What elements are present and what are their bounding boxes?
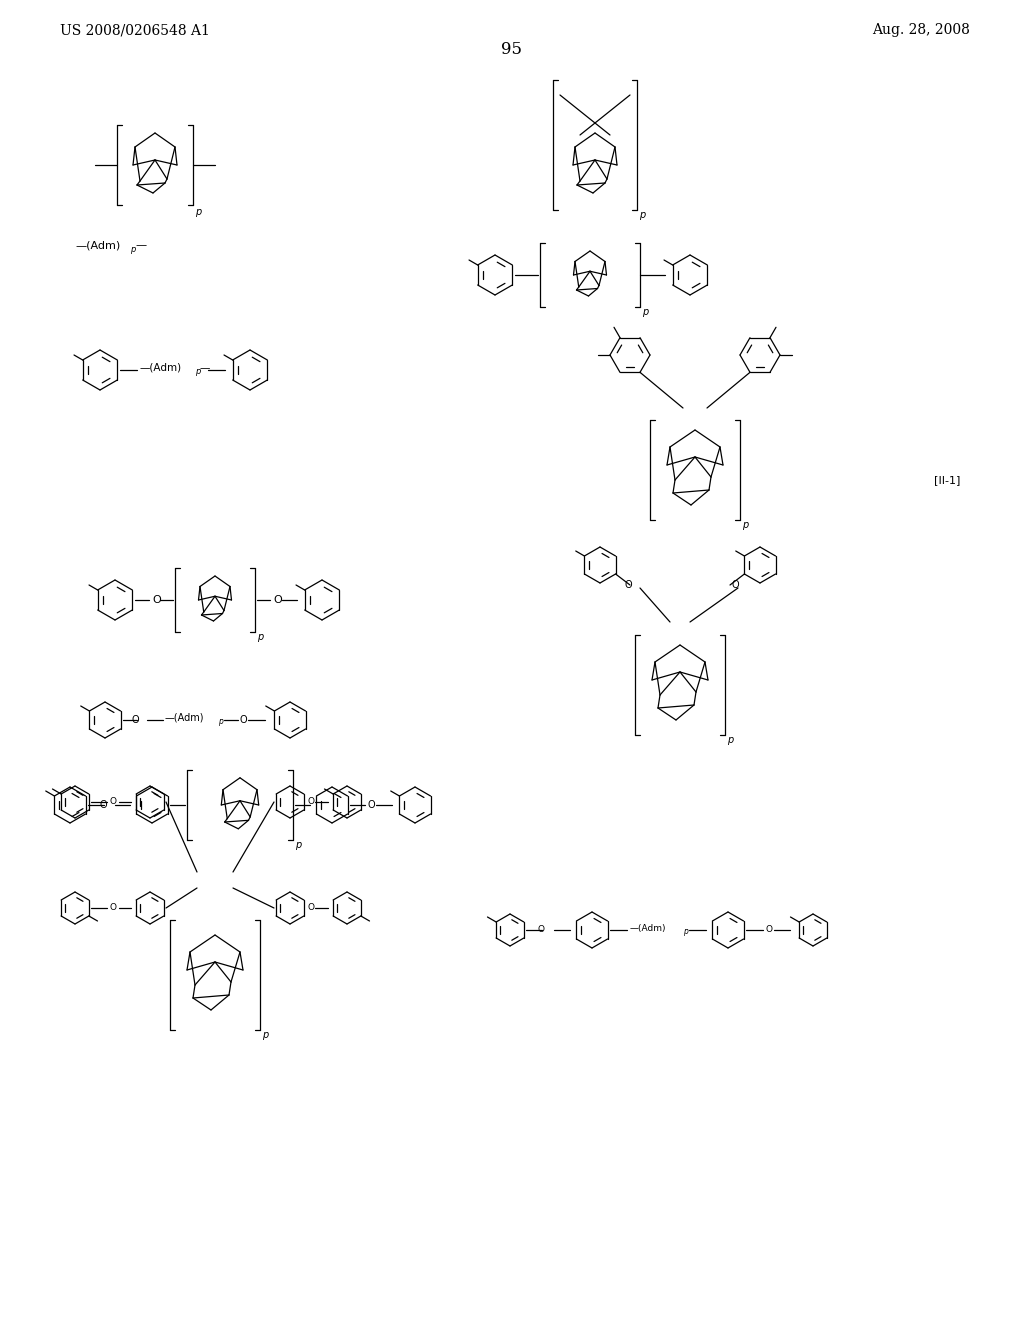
Text: p: p [642, 308, 648, 317]
Text: p: p [727, 735, 733, 744]
Text: O: O [625, 579, 632, 590]
Text: O: O [240, 715, 248, 725]
Text: [II-1]: [II-1] [934, 475, 961, 484]
Text: —(Adm): —(Adm) [165, 713, 205, 723]
Text: p: p [262, 1030, 268, 1040]
Text: p: p [639, 210, 645, 220]
Text: p: p [683, 928, 688, 936]
Text: —(Adm): —(Adm) [139, 363, 181, 374]
Text: —(Adm): —(Adm) [75, 240, 120, 249]
Text: p: p [257, 632, 263, 642]
Text: —: — [135, 240, 146, 249]
Text: O: O [152, 595, 161, 605]
Text: O: O [110, 903, 117, 912]
Text: p: p [218, 718, 223, 726]
Text: O: O [538, 925, 545, 935]
Text: —(Adm): —(Adm) [630, 924, 667, 932]
Text: O: O [99, 800, 106, 810]
Text: O: O [273, 595, 282, 605]
Text: O: O [308, 903, 315, 912]
Text: p: p [195, 207, 202, 216]
Text: O: O [368, 800, 376, 810]
Text: O: O [732, 579, 739, 590]
Text: p: p [130, 244, 135, 253]
Text: p: p [295, 840, 301, 850]
Text: Aug. 28, 2008: Aug. 28, 2008 [872, 22, 970, 37]
Text: O: O [308, 797, 315, 807]
Text: p: p [742, 520, 749, 531]
Text: O: O [131, 715, 139, 725]
Text: 95: 95 [502, 41, 522, 58]
Text: O: O [766, 925, 773, 935]
Text: O: O [110, 797, 117, 807]
Text: p: p [195, 367, 201, 376]
Text: —: — [200, 363, 210, 374]
Text: US 2008/0206548 A1: US 2008/0206548 A1 [60, 22, 210, 37]
